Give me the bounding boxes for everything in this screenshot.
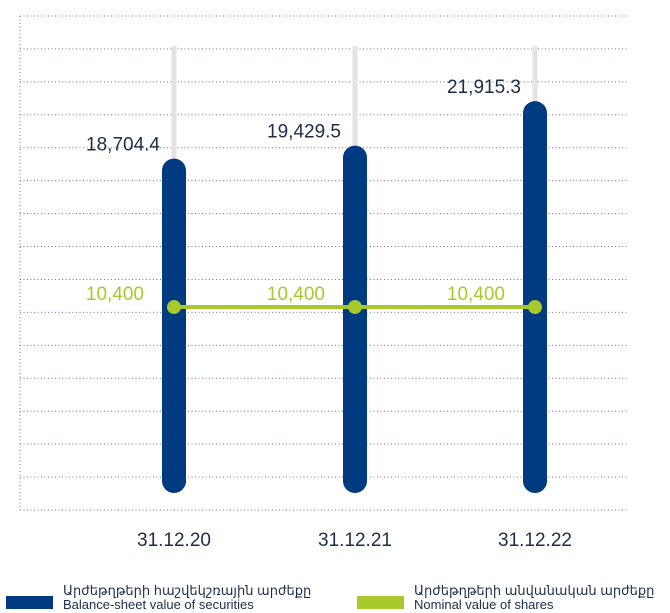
nominal-value-label: 10,400	[447, 284, 505, 305]
x-tick-label: 31.12.22	[498, 530, 572, 551]
x-tick-label: 31.12.20	[137, 530, 211, 551]
legend-label-armenian: Արժեթղթերի հաշվեկշռային արժեքը	[63, 583, 312, 598]
legend-label-english: Balance-sheet value of securities	[63, 597, 254, 612]
nominal-line	[167, 300, 542, 315]
nominal-point	[167, 300, 181, 315]
legend-item-balance: Արժեթղթերի հաշվեկշռային արժեքը Balance-s…	[6, 584, 311, 612]
legend-item-nominal: Արժեթղթերի անվանական արժեքը Nominal valu…	[357, 584, 654, 612]
bar	[523, 101, 547, 494]
legend-label-english: Nominal value of shares	[414, 597, 554, 612]
bar-value-label: 21,915.3	[447, 77, 521, 98]
balance-bars	[162, 101, 547, 494]
nominal-point	[528, 300, 542, 315]
legend-swatch-nominal	[357, 596, 404, 609]
bar	[343, 145, 367, 494]
data-labels: 18,704.4 19,429.5 21,915.3 10,400 10,400 10,4…	[86, 77, 521, 305]
nominal-value-label: 10,400	[86, 284, 144, 305]
bar	[162, 158, 186, 494]
legend-label-armenian: Արժեթղթերի անվանական արժեքը	[414, 583, 655, 598]
bar-value-label: 19,429.5	[267, 122, 341, 143]
chart: 18,704.4 19,429.5 21,915.3 10,400 10,400 10,4…	[19, 15, 628, 551]
nominal-point	[348, 300, 362, 315]
bar-value-label: 18,704.4	[86, 135, 160, 156]
x-tick-labels: 31.12.20 31.12.21 31.12.22	[137, 530, 572, 551]
legend-swatch-balance	[6, 596, 53, 609]
x-tick-label: 31.12.21	[318, 530, 392, 551]
nominal-value-label: 10,400	[267, 284, 325, 305]
